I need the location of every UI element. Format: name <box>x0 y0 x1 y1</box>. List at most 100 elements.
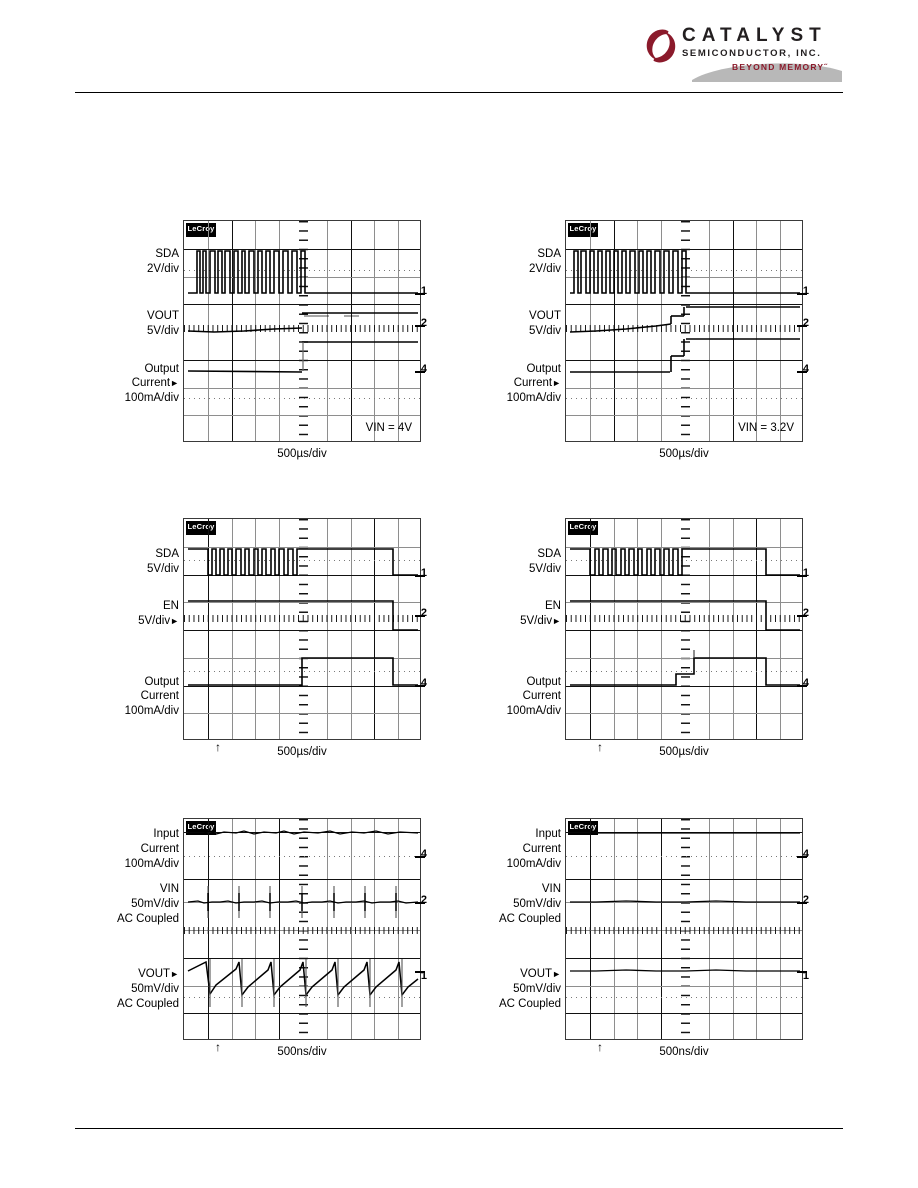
scope-grid: LeCroy <box>183 818 427 1040</box>
channel-label-iout2: Current <box>522 690 561 702</box>
channel-label-iout: Output <box>144 676 179 688</box>
channel-marker-4: 4 <box>802 677 809 689</box>
channel-scale-iin: 100mA/div <box>506 858 561 870</box>
lecroy-badge-underline <box>568 533 598 535</box>
channel-scale-vin: 50mV/div <box>513 898 561 910</box>
channel-marker-2: 2 <box>802 317 809 329</box>
channel-label-iout: Output <box>526 676 561 688</box>
channel-label-vout: VOUT► <box>520 968 561 980</box>
channel-label-vout: VOUT <box>529 310 561 322</box>
channel-label-en: EN <box>163 600 179 612</box>
channel-label-sda: SDA <box>155 248 179 260</box>
channel-label-sda: SDA <box>537 248 561 260</box>
channel-labels: SDA 2V/div VOUT 5V/div Output Current► 1… <box>115 220 181 442</box>
scope-grid: LeCroy <box>183 518 427 740</box>
company-logo: CATALYST SEMICONDUCTOR, INC. BEYOND MEMO… <box>644 26 844 82</box>
channel-scale-iout: 100mA/div <box>124 392 179 404</box>
channel-marker-1: 1 <box>802 970 809 982</box>
channel-marker-4: 4 <box>802 363 809 375</box>
scope-grid: LeCroy <box>565 220 809 442</box>
waveform-traces <box>570 548 800 686</box>
lecroy-badge-underline <box>568 833 598 835</box>
logo-tagline: BEYOND MEMORY˝ <box>732 62 829 72</box>
logo-swoosh-shape <box>692 63 842 82</box>
channel-scale-vout: 50mV/div <box>513 983 561 995</box>
channel-label-iout2: Current► <box>513 377 561 389</box>
vin-annotation: VIN = 4V <box>365 422 412 434</box>
logo-wordmark: CATALYST <box>682 25 827 46</box>
channel-labels: SDA 2V/div VOUT 5V/div Output Current► 1… <box>497 220 563 442</box>
timebase-label: 500µs/div <box>659 448 709 460</box>
channel-marker-2: 2 <box>420 894 427 906</box>
channel-label-en: EN <box>545 600 561 612</box>
channel-marker-2: 2 <box>802 607 809 619</box>
channel-scale-sda: 2V/div <box>147 263 179 275</box>
channel-scale-iout: 100mA/div <box>506 392 561 404</box>
channel-marker-4: 4 <box>420 363 427 375</box>
scope-grid: LeCroy 4 2 <box>565 818 809 1040</box>
channel-coupling-vin: AC Coupled <box>498 913 561 925</box>
timebase-label: 500ns/div <box>277 1046 327 1058</box>
channel-label-sda: SDA <box>155 548 179 560</box>
scope-figure-top-left: SDA 2V/div VOUT 5V/div Output Current► 1… <box>115 220 427 470</box>
waveform-traces <box>187 830 419 1007</box>
channel-marker-4: 4 <box>420 848 427 860</box>
channel-scale-sda: 2V/div <box>529 263 561 275</box>
channel-marker-1: 1 <box>802 567 809 579</box>
lecroy-badge-underline <box>186 235 216 237</box>
timebase-label: 500µs/div <box>277 448 327 460</box>
lecroy-badge-underline <box>186 833 216 835</box>
footer-rule <box>75 1128 843 1129</box>
channel-label-iout: Output <box>526 363 561 375</box>
trigger-marker-icon: ↑ <box>215 1040 221 1054</box>
channel-coupling-vout: AC Coupled <box>498 998 561 1010</box>
channel-scale-en: 5V/div► <box>520 615 561 627</box>
channel-marker-4: 4 <box>420 677 427 689</box>
scope-grid: LeCroy <box>183 220 427 442</box>
channel-labels: SDA 5V/div EN 5V/div► Output Current 100… <box>115 518 181 740</box>
channel-label-iout2: Current <box>140 690 179 702</box>
channel-scale-iout: 100mA/div <box>124 705 179 717</box>
channel-marker-1: 1 <box>420 970 427 982</box>
channel-labels: Input Current 100mA/div VIN 50mV/div AC … <box>115 818 181 1040</box>
catalyst-swirl-logo-icon <box>646 29 676 63</box>
channel-label-vout: VOUT <box>147 310 179 322</box>
channel-coupling-vin: AC Coupled <box>116 913 179 925</box>
timebase-label: 500ns/div <box>659 1046 709 1058</box>
channel-marker-2: 2 <box>420 317 427 329</box>
channel-label-iin2: Current <box>522 843 561 855</box>
channel-label-sda: SDA <box>537 548 561 560</box>
channel-label-iout: Output <box>144 363 179 375</box>
channel-scale-vout: 5V/div <box>529 325 561 337</box>
channel-scale-vout: 5V/div <box>147 325 179 337</box>
trigger-marker-icon: ↑ <box>215 740 221 754</box>
logo-subtitle: SEMICONDUCTOR, INC. <box>682 48 822 59</box>
trigger-marker-icon: ↑ <box>597 740 603 754</box>
scope-figure-bot-left: Input Current 100mA/div VIN 50mV/div AC … <box>115 818 427 1068</box>
channel-label-vin: VIN <box>541 883 561 895</box>
channel-scale-iout: 100mA/div <box>506 705 561 717</box>
waveform-traces <box>188 548 418 686</box>
channel-marker-2: 2 <box>802 894 809 906</box>
lecroy-badge-underline <box>186 533 216 535</box>
channel-marker-1: 1 <box>420 567 427 579</box>
waveform-traces <box>569 250 800 373</box>
channel-scale-sda: 5V/div <box>147 563 179 575</box>
channel-label-iin: Input <box>153 828 179 840</box>
lecroy-badge-underline <box>568 235 598 237</box>
timebase-label: 500µs/div <box>277 746 327 758</box>
channel-coupling-vout: AC Coupled <box>116 998 179 1010</box>
scope-figure-mid-left: SDA 5V/div EN 5V/div► Output Current 100… <box>115 518 427 768</box>
trigger-marker-icon: ↑ <box>597 1040 603 1054</box>
channel-scale-vout: 50mV/div <box>131 983 179 995</box>
channel-labels: SDA 5V/div EN 5V/div► Output Current 100… <box>497 518 563 740</box>
channel-labels: Input Current 100mA/div VIN 50mV/div AC … <box>497 818 563 1040</box>
waveform-traces <box>187 250 418 373</box>
channel-label-iin: Input <box>535 828 561 840</box>
channel-label-vout: VOUT► <box>138 968 179 980</box>
scope-grid: LeCroy <box>565 518 809 740</box>
channel-marker-1: 1 <box>802 285 809 297</box>
channel-label-iout2: Current► <box>131 377 179 389</box>
vin-annotation: VIN = 3.2V <box>738 422 794 434</box>
